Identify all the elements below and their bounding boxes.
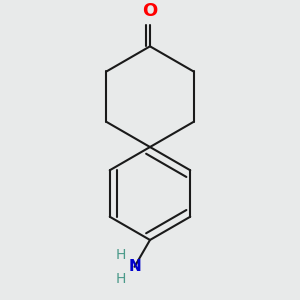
Text: H: H (116, 248, 126, 262)
Text: O: O (142, 2, 158, 20)
Text: N: N (128, 259, 141, 274)
Text: H: H (116, 272, 126, 286)
